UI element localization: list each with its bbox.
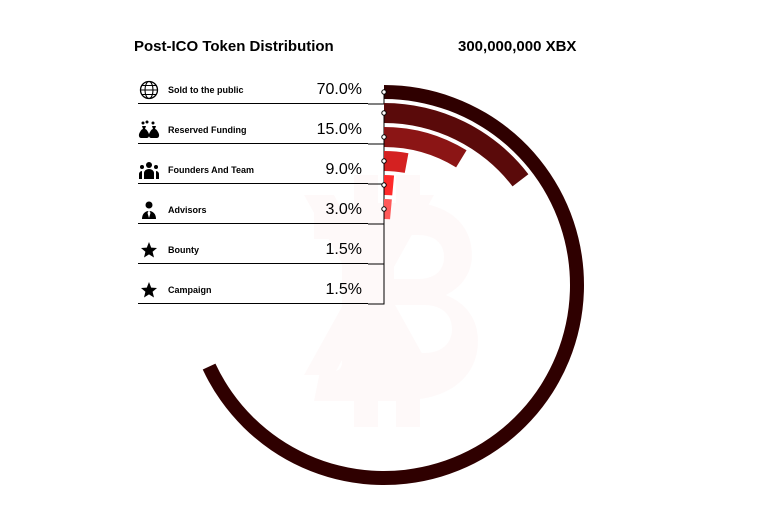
connector-line — [368, 161, 384, 224]
item-percent: 1.5% — [326, 241, 362, 259]
item-percent: 15.0% — [317, 121, 362, 139]
item-label: Campaign — [168, 285, 326, 295]
item-label: Sold to the public — [168, 85, 317, 95]
connector-dot — [382, 90, 386, 94]
item-label: Reserved Funding — [168, 125, 317, 135]
list-item: Campaign 1.5% — [138, 276, 368, 304]
list-item: Founders And Team 9.0% — [138, 156, 368, 184]
list-item: Sold to the public 70.0% — [138, 76, 368, 104]
list-item: Reserved Funding 15.0% — [138, 116, 368, 144]
item-label: Advisors — [168, 205, 326, 215]
connector-dot — [382, 111, 386, 115]
item-percent: 1.5% — [326, 281, 362, 299]
item-percent: 9.0% — [326, 161, 362, 179]
globe-icon — [138, 79, 160, 101]
list-item: Advisors 3.0% — [138, 196, 368, 224]
list-item: Bounty 1.5% — [138, 236, 368, 264]
team-icon — [138, 159, 160, 181]
connector-line — [368, 113, 384, 144]
star-icon — [138, 239, 160, 261]
connector-dot — [382, 159, 386, 163]
star-icon — [138, 279, 160, 301]
connector-line — [368, 92, 384, 104]
connector-line — [368, 209, 384, 304]
connector-dot — [382, 207, 386, 211]
item-label: Bounty — [168, 245, 326, 255]
arc-segment — [384, 151, 408, 173]
distribution-chart — [0, 0, 768, 530]
person-icon — [138, 199, 160, 221]
connector-dot — [382, 135, 386, 139]
connector-dot — [382, 183, 386, 187]
item-label: Founders And Team — [168, 165, 326, 175]
item-percent: 3.0% — [326, 201, 362, 219]
moneybags-icon — [138, 119, 160, 141]
item-percent: 70.0% — [317, 81, 362, 99]
